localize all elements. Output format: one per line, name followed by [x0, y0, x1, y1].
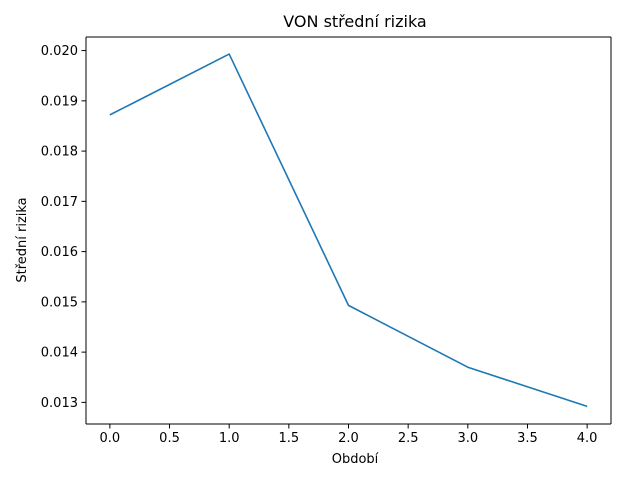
x-tick-label: 3.5 [517, 431, 538, 446]
x-tick-label: 1.0 [219, 431, 240, 446]
y-tick-label: 0.017 [41, 195, 78, 210]
y-tick-label: 0.014 [41, 346, 78, 361]
y-tick-label: 0.015 [41, 295, 78, 310]
y-tick-label: 0.013 [41, 396, 78, 411]
series-line-0 [109, 53, 588, 408]
x-tick-label: 4.0 [577, 431, 598, 446]
x-tick-label: 3.0 [457, 431, 478, 446]
y-tick-label: 0.018 [41, 145, 78, 160]
x-tick-label: 0.5 [159, 431, 180, 446]
plot-area: 0.0 0.5 1.0 1.5 2.0 2.5 3.0 3.5 4.0 0.013 0.014 0.0… [41, 36, 612, 446]
y-tick-label: 0.020 [41, 44, 78, 59]
x-tick-label: 2.5 [398, 431, 419, 446]
x-tick-label: 1.5 [278, 431, 299, 446]
chart-title: VON střední rizika [283, 12, 426, 31]
y-tick-label: 0.019 [41, 94, 78, 109]
x-tick-label: 0.0 [100, 431, 121, 446]
y-tick-label: 0.016 [41, 245, 78, 260]
x-tick-label: 2.0 [338, 431, 359, 446]
x-axis-label: Období [332, 452, 379, 467]
y-axis-label: Střední rizika [15, 197, 30, 282]
